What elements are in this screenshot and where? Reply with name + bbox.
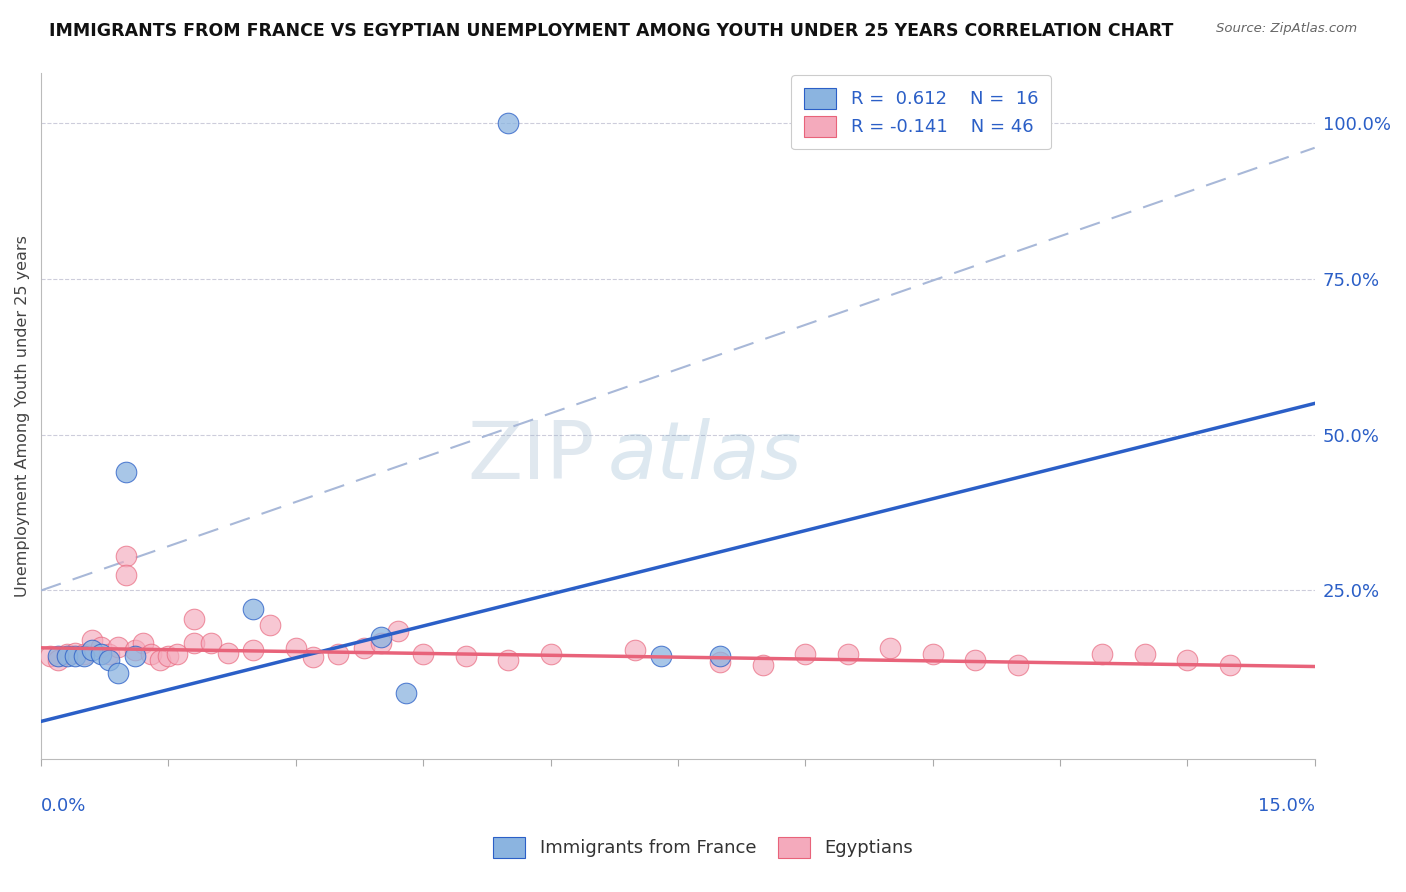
Point (115, 549, 138, 563)
Point (624, 642, 647, 657)
Point (107, 640, 129, 654)
Point (132, 636, 155, 650)
Point (370, 636, 392, 650)
Point (921, 647, 943, 661)
Point (1133, 647, 1156, 661)
Point (90, 647, 112, 661)
Point (387, 624, 409, 638)
Point (55, 647, 77, 661)
Y-axis label: Unemployment Among Youth under 25 years: Unemployment Among Youth under 25 years (15, 235, 30, 597)
Text: 15.0%: 15.0% (1257, 797, 1315, 814)
Text: 0.0%: 0.0% (41, 797, 87, 814)
Text: Source: ZipAtlas.com: Source: ZipAtlas.com (1216, 22, 1357, 36)
Point (370, 630, 392, 644)
Point (72, 647, 94, 661)
Point (879, 640, 901, 655)
Point (80, 642, 103, 657)
Point (353, 640, 375, 655)
Point (752, 658, 775, 673)
Point (63, 646, 86, 660)
Point (124, 642, 146, 657)
Point (90, 640, 112, 654)
Point (166, 647, 188, 661)
Point (496, 116, 519, 130)
Point (540, 647, 562, 661)
Point (38, 648, 60, 663)
Text: IMMIGRANTS FROM FRANCE VS EGYPTIAN UNEMPLOYMENT AMONG YOUTH UNDER 25 YEARS CORRE: IMMIGRANTS FROM FRANCE VS EGYPTIAN UNEMP… (49, 22, 1174, 40)
Point (1091, 647, 1114, 661)
Point (115, 465, 138, 479)
Point (183, 636, 205, 650)
Point (107, 665, 129, 680)
Point (157, 648, 180, 663)
Point (709, 648, 731, 663)
Point (80, 633, 103, 648)
Point (149, 653, 172, 667)
Point (124, 648, 146, 663)
Text: atlas: atlas (607, 418, 803, 496)
Point (63, 648, 86, 663)
Point (412, 647, 434, 661)
Point (98, 653, 121, 667)
Legend: Immigrants from France, Egyptians: Immigrants from France, Egyptians (484, 828, 922, 867)
Point (709, 655, 731, 669)
Point (496, 653, 519, 667)
Point (115, 567, 138, 582)
Point (200, 636, 222, 650)
Point (284, 640, 307, 655)
Point (395, 686, 418, 700)
Point (242, 642, 264, 657)
Point (72, 648, 94, 663)
Point (141, 647, 163, 661)
Point (46, 653, 69, 667)
Point (46, 648, 69, 663)
Text: ZIP: ZIP (468, 418, 595, 496)
Point (98, 647, 121, 661)
Point (217, 646, 239, 660)
Point (454, 648, 477, 663)
Point (963, 653, 986, 667)
Point (1175, 653, 1198, 667)
Point (301, 650, 323, 665)
Point (837, 647, 859, 661)
Point (650, 648, 672, 663)
Point (328, 647, 350, 661)
Point (794, 647, 817, 661)
Point (1007, 658, 1029, 673)
Point (1219, 658, 1241, 673)
Legend: R =  0.612    N =  16, R = -0.141    N = 46: R = 0.612 N = 16, R = -0.141 N = 46 (792, 75, 1050, 149)
Point (259, 617, 281, 632)
Point (55, 648, 77, 663)
Point (183, 611, 205, 625)
Point (242, 602, 264, 616)
